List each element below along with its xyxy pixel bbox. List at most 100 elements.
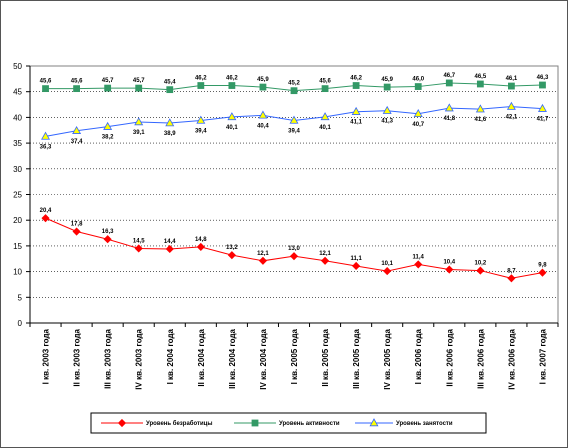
employment-point	[134, 117, 144, 126]
employment-data-label: 38,2	[102, 135, 114, 141]
y-tick-label: 25	[13, 191, 22, 200]
activity-point	[508, 82, 515, 90]
unemployment-data-label: 13,0	[288, 246, 300, 252]
y-tick-label: 0	[18, 319, 23, 328]
activity-point	[259, 83, 267, 91]
employment-data-label: 36,3	[40, 144, 52, 150]
x-tick-label: III кв. 2006 года	[476, 328, 485, 388]
y-tick-label: 40	[13, 113, 22, 122]
unemployment-data-label: 14,5	[133, 238, 145, 244]
employment-data-label: 41,3	[381, 119, 393, 125]
legend-box	[90, 412, 487, 434]
unemployment-legend-label: Уровень безработицы	[146, 420, 212, 427]
y-tick-label: 5	[18, 293, 23, 302]
employment-point	[289, 115, 299, 124]
y-tick-label: 20	[13, 216, 22, 225]
activity-data-label: 45,7	[102, 78, 114, 84]
employment-point	[351, 106, 361, 115]
unemployment-data-label: 11,4	[413, 254, 425, 260]
y-tick-label: 10	[13, 268, 22, 277]
unemployment-data-label: 13,2	[226, 245, 238, 251]
employment-data-label: 40,4	[257, 123, 269, 129]
activity-data-label: 45,6	[71, 79, 83, 85]
unemployment-point	[103, 235, 112, 244]
unemployment-data-label: 14,4	[164, 239, 176, 245]
activity-data-label: 46,2	[350, 76, 362, 82]
employment-point	[196, 115, 206, 124]
x-tick-label: I кв. 2004 года	[166, 328, 175, 384]
activity-point	[352, 82, 360, 89]
unemployment-data-label: 16,3	[102, 229, 114, 235]
activity-point	[445, 79, 453, 87]
activity-point	[135, 84, 143, 92]
unemployment-data-label: 10,1	[381, 261, 393, 267]
y-tick-label: 15	[13, 242, 22, 251]
unemployment-point	[538, 268, 547, 277]
activity-point	[73, 85, 80, 93]
activity-point	[383, 83, 391, 91]
employment-data-label: 40,7	[412, 122, 424, 128]
employment-point	[382, 105, 392, 114]
employment-point	[475, 104, 485, 113]
activity-data-label: 45,7	[133, 78, 145, 84]
x-tick-label: I кв. 2005 года	[290, 328, 299, 384]
x-tick-label: I кв. 2007 года	[538, 328, 547, 384]
employment-data-label: 40,1	[226, 125, 238, 131]
unemployment-data-label: 12,1	[257, 251, 269, 257]
unemployment-data-label: 8,7	[507, 268, 516, 274]
employment-point	[537, 103, 547, 112]
activity-point	[197, 82, 205, 89]
unemployment-legend-marker	[117, 418, 127, 428]
unemployment-data-label: 9,8	[538, 263, 547, 269]
unemployment-data-label: 20,4	[40, 208, 52, 214]
activity-data-label: 46,0	[412, 77, 424, 83]
unemployment-data-label: 17,8	[71, 222, 83, 228]
y-tick-label: 35	[13, 139, 22, 148]
employment-point	[413, 108, 423, 118]
activity-data-label: 46,7	[443, 73, 455, 79]
unemployment-point	[41, 214, 50, 223]
unemployment-point	[352, 261, 361, 271]
activity-data-label: 46,3	[537, 75, 549, 81]
unemployment-data-label: 11,1	[350, 256, 362, 262]
x-tick-label: IV кв. 2006 года	[507, 328, 516, 389]
activity-legend-label: Уровень активности	[279, 421, 340, 427]
x-tick-label: IV кв. 2004 года	[259, 328, 268, 389]
unemployment-data-label: 10,4	[443, 260, 455, 266]
employment-data-label: 41,8	[443, 116, 455, 122]
employment-point	[227, 112, 237, 121]
activity-legend-marker	[251, 419, 259, 427]
employment-point	[72, 125, 82, 134]
x-tick-label: II кв. 2003 года	[73, 328, 82, 386]
unemployment-point	[72, 227, 81, 236]
employment-data-label: 39,1	[133, 130, 145, 136]
activity-point	[104, 84, 112, 92]
employment-point	[320, 112, 330, 121]
employment-point	[506, 101, 516, 110]
activity-data-label: 45,2	[288, 81, 300, 87]
activity-point	[539, 81, 546, 89]
x-tick-label: III кв. 2003 года	[104, 328, 113, 388]
employment-legend-marker	[369, 418, 379, 427]
activity-data-label: 46,2	[226, 76, 238, 82]
employment-data-label: 42,1	[506, 115, 518, 121]
employment-data-label: 39,4	[195, 128, 207, 134]
activity-data-label: 46,1	[506, 76, 518, 82]
unemployment-point	[445, 265, 454, 274]
activity-data-label: 45,4	[164, 80, 176, 86]
x-tick-label: IV кв. 2003 года	[135, 328, 144, 389]
employment-data-label: 40,1	[319, 125, 331, 131]
unemployment-point	[383, 267, 392, 276]
unemployment-point	[165, 244, 174, 254]
employment-point	[103, 121, 113, 130]
employment-data-label: 41,1	[350, 120, 362, 126]
x-tick-label: I кв. 2006 года	[414, 328, 423, 384]
employment-data-label: 39,4	[288, 128, 300, 134]
employment-data-label: 41,6	[475, 117, 487, 123]
y-tick-label: 30	[13, 165, 22, 174]
unemployment-data-label: 10,2	[475, 261, 487, 267]
x-tick-label: II кв. 2004 года	[197, 328, 206, 386]
unemployment-point	[320, 256, 330, 265]
unemployment-data-label: 12,1	[319, 251, 331, 257]
